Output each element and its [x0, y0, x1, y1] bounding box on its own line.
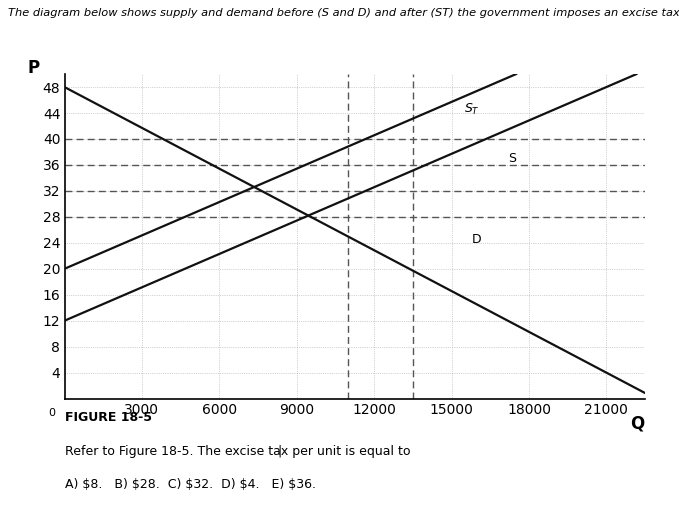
Text: The diagram below shows supply and demand before (S and D) and after (ST) the go: The diagram below shows supply and deman…	[8, 8, 679, 18]
Text: $S_T$: $S_T$	[464, 102, 480, 118]
Text: |: |	[277, 445, 282, 457]
Text: Refer to Figure 18-5. The excise tax per unit is equal to: Refer to Figure 18-5. The excise tax per…	[65, 445, 410, 457]
Text: FIGURE 18-5: FIGURE 18-5	[65, 411, 151, 424]
Text: S: S	[509, 152, 516, 165]
Text: A) $8.   B) $28.  C) $32.  D) $4.   E) $36.: A) $8. B) $28. C) $32. D) $4. E) $36.	[65, 478, 316, 491]
Text: Q: Q	[630, 415, 644, 433]
Text: D: D	[472, 233, 482, 246]
Text: 0: 0	[48, 408, 55, 419]
Text: P: P	[27, 59, 39, 77]
